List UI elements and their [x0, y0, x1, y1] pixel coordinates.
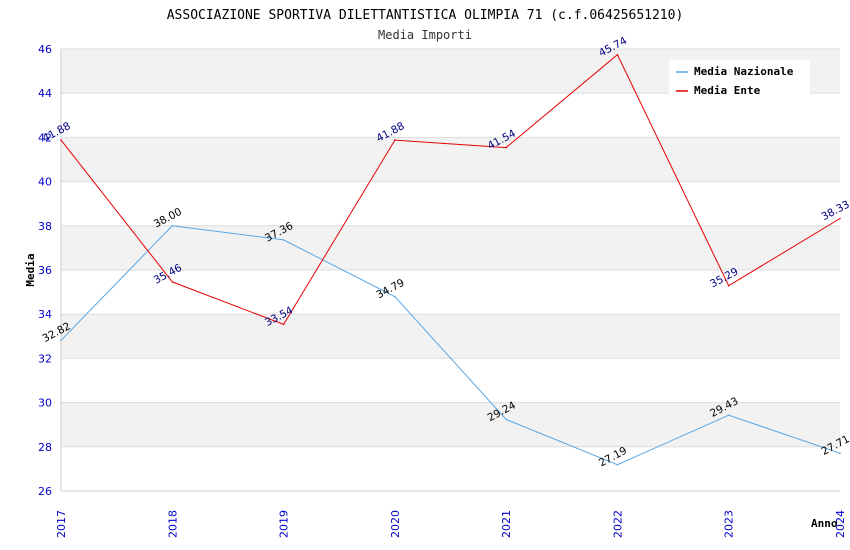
data-point-media-nazionale: [505, 418, 507, 421]
plot-background-bands: [61, 49, 840, 447]
data-point-media-ente: [171, 281, 174, 283]
y-tick-label: 44: [38, 87, 52, 100]
data-point-media-nazionale: [839, 452, 841, 455]
chart-title: ASSOCIAZIONE SPORTIVA DILETTANTISTICA OL…: [167, 8, 684, 23]
y-tick-label: 40: [38, 176, 52, 189]
data-point-media-ente: [394, 139, 396, 141]
y-tick-labels: 26 28 30 32 34 36 38 40 42 44 46: [38, 43, 52, 498]
legend-label-media-ente: Media Ente: [694, 84, 761, 97]
data-label-media-nazionale: 27.19: [597, 445, 629, 470]
x-tick-label: 2019: [278, 510, 291, 538]
axes: [60, 49, 840, 492]
legend: Media Nazionale Media Ente: [669, 60, 810, 98]
y-tick-label: 36: [38, 264, 52, 277]
x-tick-label: 2024: [834, 510, 847, 538]
x-tick-label: 2021: [500, 510, 513, 538]
plot-band: [61, 314, 840, 359]
y-axis-title: Media: [24, 253, 37, 286]
y-tick-label: 32: [38, 352, 52, 365]
plot-band: [61, 402, 840, 447]
legend-box: [669, 60, 810, 98]
data-point-media-nazionale: [60, 339, 62, 342]
data-point-media-nazionale: [616, 463, 619, 466]
data-point-media-nazionale: [394, 295, 396, 298]
y-tick-label: 30: [38, 397, 52, 410]
series-line-media-ente: [60, 53, 841, 326]
y-tick-label: 42: [38, 131, 52, 144]
x-tick-label: 2018: [166, 510, 179, 538]
x-tick-labels: 2017 2018 2019 2020 2021 2022 2023 2024: [55, 510, 847, 538]
data-point-media-nazionale: [282, 239, 285, 241]
y-tick-label: 34: [38, 308, 52, 321]
data-point-media-nazionale: [727, 414, 730, 416]
legend-label-media-nazionale: Media Nazionale: [694, 65, 794, 78]
x-axis-title: Anno: [811, 517, 838, 530]
data-point-media-nazionale: [171, 225, 174, 227]
series-line-media-nazionale: [60, 225, 841, 466]
chart-subtitle: Media Importi: [378, 28, 472, 42]
x-tick-label: 2023: [723, 510, 736, 538]
x-tick-label: 2022: [611, 510, 624, 538]
x-tick-label: 2020: [389, 510, 402, 538]
data-point-media-ente: [616, 53, 619, 56]
data-label-media-nazionale: 34.79: [374, 277, 406, 302]
y-tick-label: 38: [38, 220, 52, 233]
plot-band: [61, 137, 840, 182]
data-point-media-ente: [60, 139, 62, 141]
data-point-media-ente: [839, 217, 841, 220]
series-lines: [60, 53, 841, 466]
y-tick-label: 26: [38, 485, 52, 498]
data-point-media-ente: [282, 323, 285, 326]
x-tick-label: 2017: [55, 510, 68, 538]
data-point-media-ente: [727, 284, 730, 287]
data-point-media-ente: [505, 146, 507, 149]
y-tick-label: 28: [38, 441, 52, 454]
y-tick-label: 46: [38, 43, 52, 56]
data-label-media-ente: 38.33: [820, 199, 850, 224]
